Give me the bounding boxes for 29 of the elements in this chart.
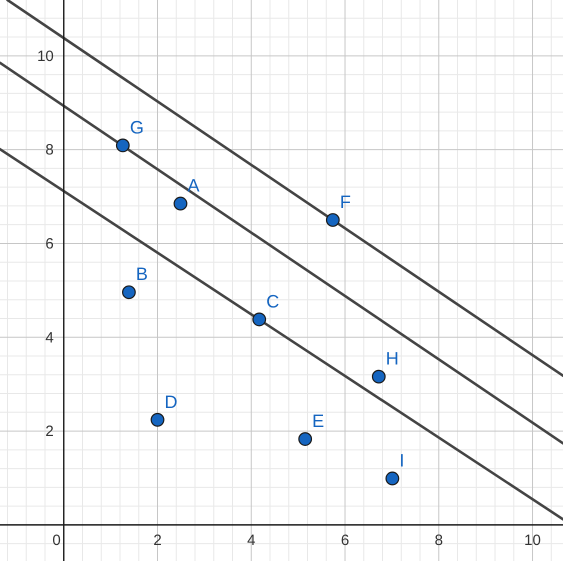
annotation: C: [266, 291, 280, 312]
x-tick-label: 2: [153, 531, 162, 548]
point: [122, 285, 136, 300]
annotation: D: [164, 392, 178, 412]
point: [174, 196, 188, 210]
y-tick-label: 4: [45, 328, 54, 346]
annotation: H: [386, 348, 399, 369]
point: [298, 432, 312, 446]
point: [252, 312, 266, 326]
annotation: B: [136, 264, 148, 284]
annotation: A: [187, 176, 200, 196]
point: [372, 370, 386, 384]
x-tick-label: 0: [52, 531, 61, 548]
x-tick-label: 6: [340, 531, 350, 548]
y-tick-label: 10: [37, 47, 54, 64]
annotation: F: [340, 192, 351, 212]
y-tick-label: 8: [45, 141, 54, 158]
x-tick-label: 8: [434, 531, 443, 548]
point: [385, 472, 400, 486]
annotation: G: [130, 117, 144, 138]
point: [150, 412, 164, 427]
x-tick-label: 10: [524, 531, 541, 548]
point: [326, 213, 340, 227]
annotation: I: [399, 450, 404, 470]
y-tick-label: 6: [45, 234, 54, 252]
x-tick-label: 4: [247, 531, 256, 548]
y-tick-label: 2: [45, 422, 54, 440]
annotation: E: [312, 411, 324, 432]
point: [116, 138, 130, 152]
